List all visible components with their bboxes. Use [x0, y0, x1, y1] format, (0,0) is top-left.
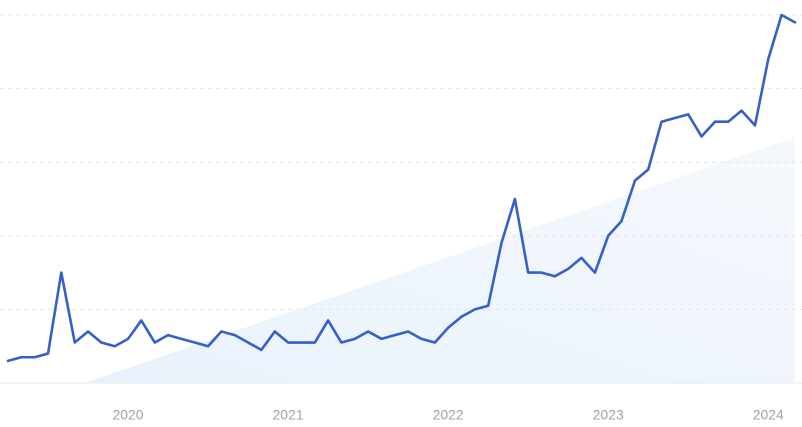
x-tick-label: 2020	[112, 407, 143, 423]
x-tick-label: 2022	[433, 407, 464, 423]
x-tick-label: 2024	[753, 407, 784, 423]
trend-line	[6, 13, 797, 363]
trend-area	[85, 137, 795, 383]
x-tick-label: 2023	[593, 407, 624, 423]
x-tick-label: 2021	[273, 407, 304, 423]
